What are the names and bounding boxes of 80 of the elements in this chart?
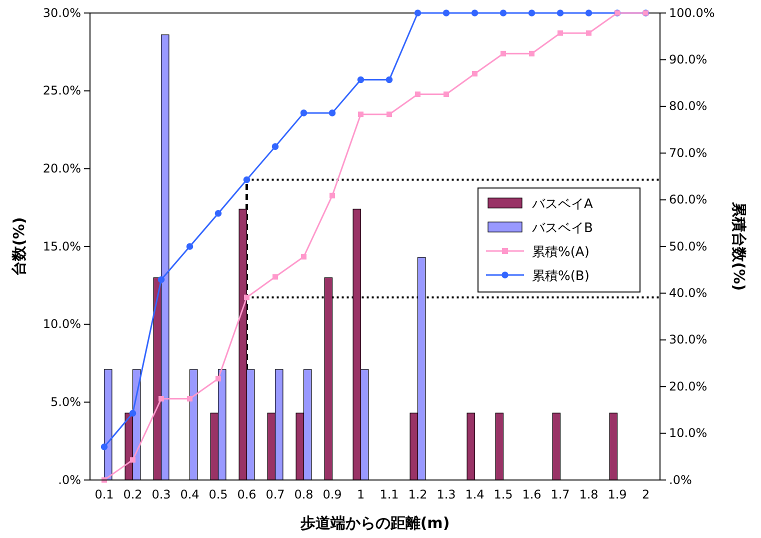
x-tick-label: 0.7: [266, 488, 285, 502]
point: [272, 143, 279, 150]
point: [556, 10, 564, 16]
point: [529, 50, 534, 56]
legend-label: バスベイB: [531, 221, 593, 236]
y-tick-label: 30.0%: [42, 6, 81, 20]
y-tick-label: 10.0%: [42, 317, 81, 332]
point: [500, 10, 507, 16]
point: [158, 276, 165, 284]
x-axis-title: 歩道端からの距離(m): [299, 514, 450, 532]
x-tick-label: 0.3: [152, 488, 171, 502]
y-tick-label: 5.0%: [50, 395, 81, 410]
x-tick-label: 1.8: [579, 488, 598, 502]
point: [100, 443, 108, 450]
point: [415, 92, 420, 97]
x-tick-label: 0.4: [180, 488, 200, 502]
point: [330, 192, 335, 198]
y2-tick-label: 50.0%: [669, 239, 708, 254]
point: [414, 10, 422, 16]
point: [444, 92, 449, 97]
y2-tick-label: 30.0%: [669, 332, 708, 347]
x-tick-label: 1: [356, 488, 365, 502]
point: [158, 396, 164, 402]
point: [243, 176, 250, 184]
x-tick-label: 1.3: [436, 488, 456, 502]
point: [386, 112, 392, 118]
x-tick-label: 1.5: [494, 488, 513, 502]
point: [130, 457, 136, 463]
point: [301, 254, 306, 260]
x-tick-label: 0.6: [237, 488, 256, 502]
legend-label: 累積%(B): [532, 269, 590, 284]
x-tick-label: 2: [642, 488, 650, 502]
x-tick-label: 1.4: [465, 488, 484, 502]
point: [216, 376, 221, 382]
point: [500, 50, 506, 56]
x-tick-label: 0.1: [94, 488, 114, 502]
x-tick-label: 0.2: [123, 488, 142, 502]
point: [328, 110, 336, 116]
point: [358, 112, 364, 118]
x-tick-label: 1.1: [380, 488, 399, 502]
point: [585, 10, 592, 16]
y2-tick-label: 60.0%: [669, 192, 708, 207]
y2-tick-label: 100.0%: [669, 6, 715, 20]
point: [442, 10, 450, 16]
y2-tick-label: 40.0%: [669, 286, 708, 300]
x-tick-label: 0.5: [208, 488, 228, 502]
y-axis-title: 台数(%): [10, 217, 28, 276]
y-tick-label: 20.0%: [42, 162, 81, 176]
y2-tick-label: 10.0%: [669, 426, 708, 440]
x-tick-label: 0.8: [294, 488, 314, 502]
point: [186, 243, 194, 250]
y2-tick-label: 70.0%: [669, 146, 708, 160]
point: [386, 76, 393, 84]
point: [471, 10, 478, 16]
y2-axis-title: 累積台数(%): [730, 201, 748, 291]
point: [129, 410, 136, 417]
x-tick-label: 1.6: [522, 488, 542, 502]
y-tick-label: .0%: [58, 472, 81, 487]
point: [272, 274, 278, 280]
point: [528, 10, 536, 16]
point: [187, 396, 192, 402]
point: [472, 70, 478, 76]
y-tick-label: 25.0%: [42, 84, 81, 98]
x-tick-label: 1.9: [608, 488, 627, 502]
x-tick-label: 1.2: [408, 488, 428, 502]
point: [244, 294, 250, 300]
point: [558, 30, 563, 36]
y2-tick-label: .0%: [669, 472, 692, 487]
x-tick-label: 0.9: [322, 488, 342, 502]
point: [586, 30, 592, 36]
y2-tick-label: 90.0%: [669, 52, 708, 67]
point: [300, 110, 308, 116]
point: [214, 210, 222, 217]
y2-tick-label: 80.0%: [669, 99, 708, 114]
y2-tick-label: 20.0%: [669, 379, 708, 394]
point: [357, 76, 364, 84]
y-tick-label: 15.0%: [42, 239, 81, 254]
x-tick-label: 1.7: [550, 488, 570, 502]
legend-label: バスベイA: [531, 197, 593, 212]
legend-label: 累積%(A): [532, 245, 590, 260]
